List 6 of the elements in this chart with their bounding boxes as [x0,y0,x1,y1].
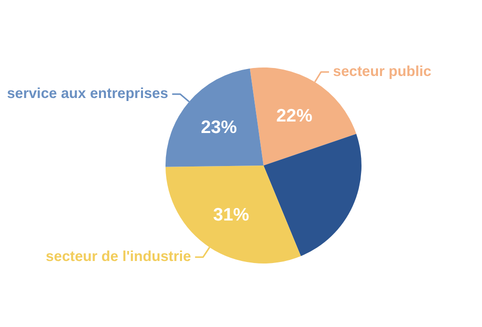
slice-label: service aux entreprises [6,86,168,102]
slice-label: secteur public [333,64,432,80]
data-label: 23% [200,117,237,138]
data-label: 31% [213,204,250,225]
data-label: 22% [276,105,312,126]
slice-label: secteur de l'industrie [46,249,192,266]
